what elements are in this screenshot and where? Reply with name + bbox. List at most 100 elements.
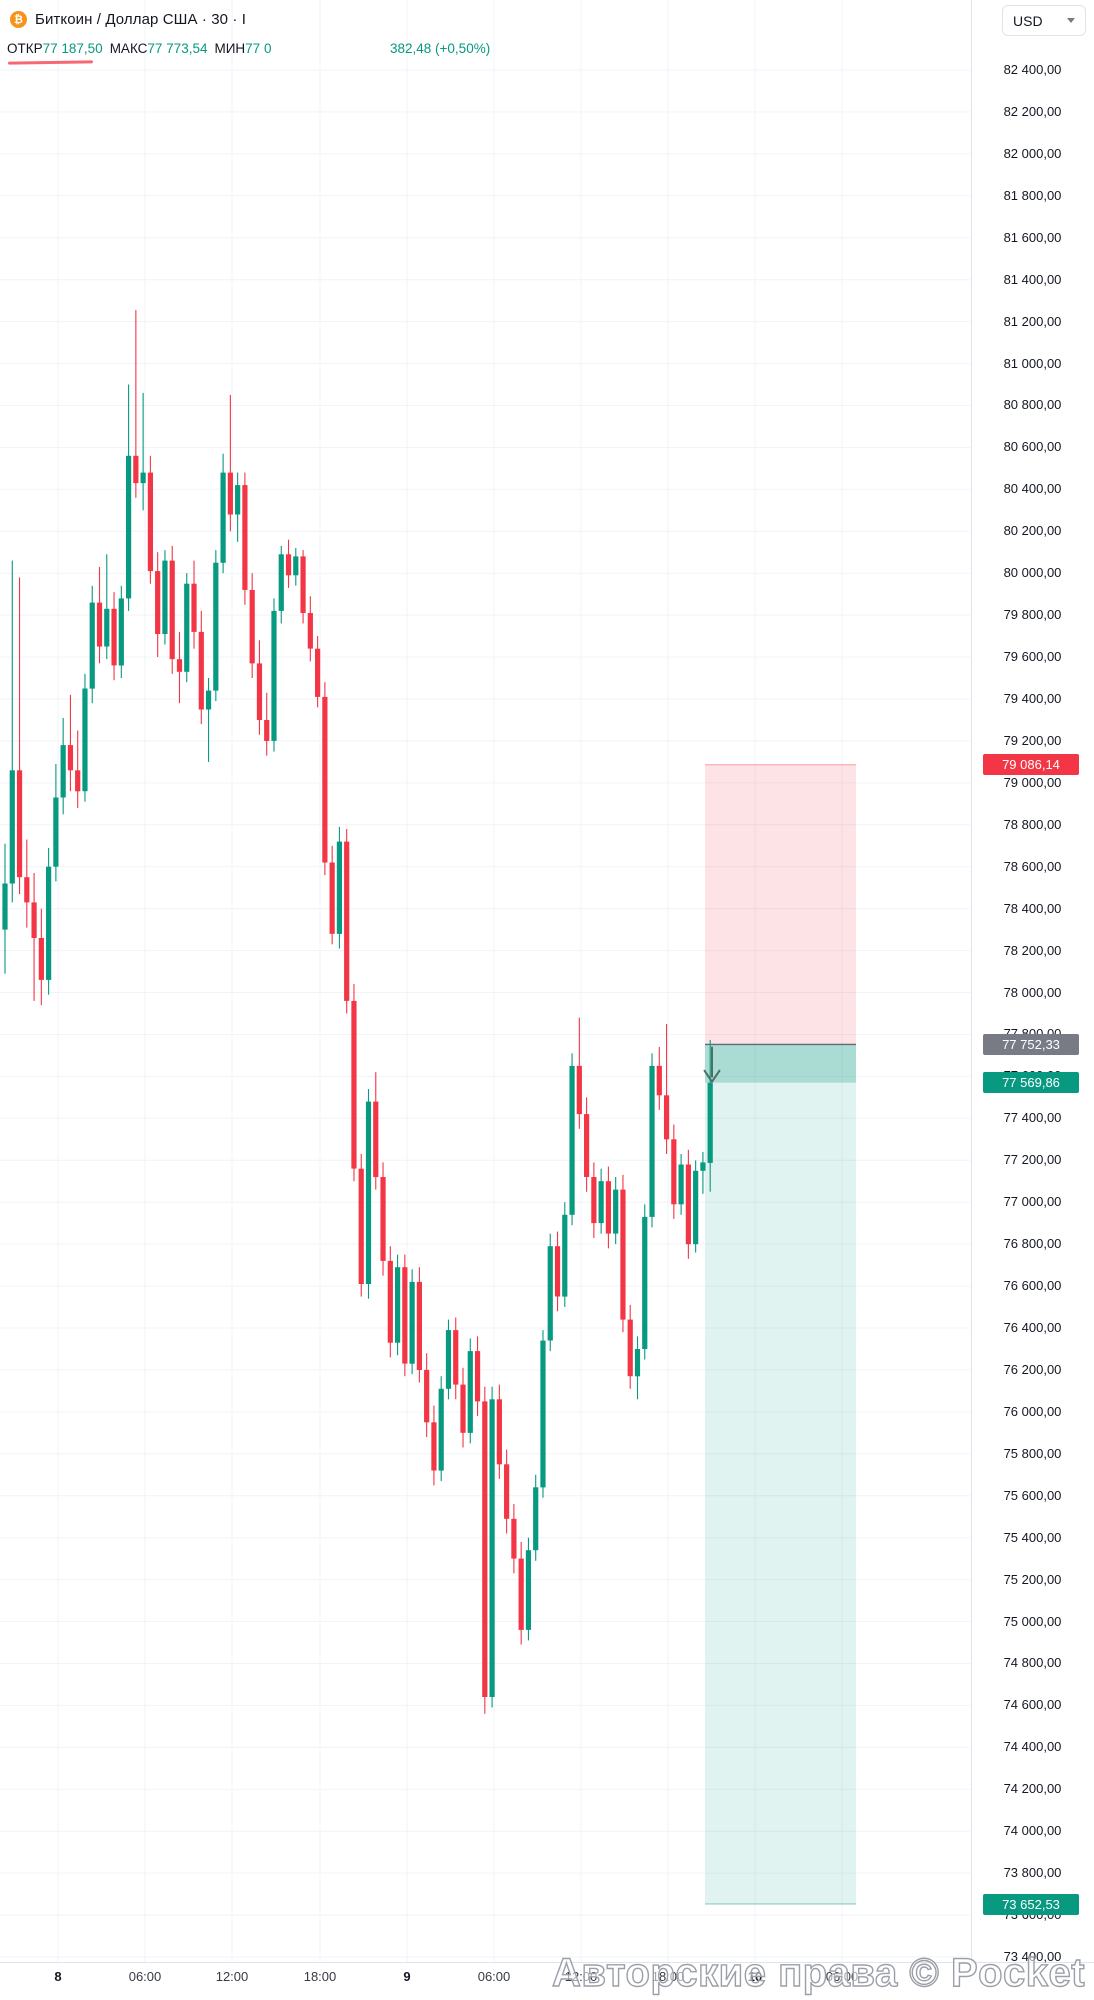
candle-body <box>504 1464 510 1519</box>
price-tick-label: 77 400,00 <box>1003 1110 1062 1126</box>
price-tick-label: 73 800,00 <box>1003 1865 1062 1881</box>
time-scale[interactable] <box>0 1962 1094 2000</box>
low-label: МИН <box>214 41 246 56</box>
candle-body <box>547 1246 553 1341</box>
candle-body <box>235 485 241 515</box>
candle-body <box>358 1168 364 1284</box>
candle-body <box>482 1401 488 1697</box>
price-tick-label: 74 000,00 <box>1003 1823 1062 1839</box>
candle-body <box>554 1246 561 1297</box>
candle-body <box>205 690 212 710</box>
price-tick-label: 77 200,00 <box>1003 1152 1062 1168</box>
candle-body <box>9 770 15 884</box>
symbol-row[interactable]: ₿ Биткоин / Доллар США · 30 · I <box>10 11 252 28</box>
price-tick-label: 79 600,00 <box>1003 649 1062 665</box>
candle-body <box>678 1164 684 1205</box>
price-tick-label: 82 400,00 <box>1003 62 1062 77</box>
price-tick-label: 79 800,00 <box>1003 607 1062 623</box>
candle-body <box>533 1487 539 1551</box>
candle-body <box>198 631 204 710</box>
candle-body <box>38 938 44 980</box>
currency-selector[interactable]: USD <box>1002 5 1086 36</box>
price-tick-label: 81 600,00 <box>1003 229 1062 245</box>
candle-body <box>220 472 226 563</box>
candle-body <box>213 562 219 691</box>
price-tick-label: 76 800,00 <box>1003 1236 1062 1252</box>
candle-wick <box>142 392 144 511</box>
candle-body <box>351 1000 357 1169</box>
time-tick-label: 10 <box>747 1969 763 1984</box>
time-tick-label: 12:00 <box>215 1969 249 1984</box>
price-tick-label: 81 000,00 <box>1003 355 1062 371</box>
candle-body <box>104 608 110 647</box>
time-tick-label: 06:00 <box>477 1969 511 1984</box>
candle-body <box>24 877 30 903</box>
candle-body <box>671 1139 677 1205</box>
candle-body <box>431 1422 437 1471</box>
high-value: 77 773,54 <box>147 41 208 56</box>
stop-loss-zone <box>705 764 856 1045</box>
candles <box>2 310 713 1714</box>
candle-body <box>118 598 124 666</box>
price-tick-label: 82 200,00 <box>1003 103 1062 119</box>
price-tick-label: 74 200,00 <box>1003 1781 1062 1797</box>
short-position-tool[interactable] <box>705 764 856 1905</box>
price-tick-label: 75 200,00 <box>1003 1571 1062 1587</box>
candle-body <box>293 556 299 576</box>
ohlc-legend: ОТКР77 187,50 МАКС77 773,54 МИН77 0 <box>7 41 313 56</box>
candle-body <box>605 1181 612 1234</box>
price-tick-label: 75 600,00 <box>1003 1487 1062 1503</box>
candle-wick <box>106 554 108 660</box>
candle-body <box>576 1065 582 1115</box>
candle-wick <box>666 1024 668 1154</box>
candle-body <box>271 610 277 741</box>
candle-wick <box>702 1151 704 1194</box>
candle-body <box>700 1162 706 1171</box>
candle-body <box>642 1216 648 1349</box>
price-tick-label: 78 600,00 <box>1003 858 1062 874</box>
candle-body <box>394 1267 401 1343</box>
candle-body <box>46 866 52 980</box>
candle-body <box>60 745 66 798</box>
price-tick-label: 81 800,00 <box>1003 187 1062 203</box>
candle-body <box>627 1319 633 1377</box>
candle-body <box>365 1101 372 1284</box>
candle-body <box>649 1065 655 1217</box>
candle-wick <box>11 560 13 903</box>
time-tick-label: 06:00 <box>825 1969 859 1984</box>
price-tick-label: 82 000,00 <box>1003 145 1062 161</box>
price-tick-label: 79 400,00 <box>1003 691 1062 706</box>
price-tick-label: 75 800,00 <box>1003 1445 1062 1461</box>
price-tick-label: 76 600,00 <box>1003 1278 1062 1294</box>
candle-body <box>453 1330 459 1385</box>
price-tick-label: 75 400,00 <box>1003 1529 1062 1545</box>
candle-body <box>438 1388 444 1471</box>
candle-body <box>344 841 350 1001</box>
open-value: 77 187,50 <box>42 41 103 56</box>
candle-body <box>329 862 335 934</box>
candle-body <box>285 554 292 576</box>
price-level-label: 73 652,53 <box>983 1893 1079 1915</box>
candle-body <box>467 1351 473 1433</box>
time-tick-label: 18:00 <box>651 1969 685 1984</box>
candle-body <box>242 485 248 590</box>
time-tick-label: 18:00 <box>303 1969 337 1984</box>
price-tick-label: 80 200,00 <box>1003 523 1062 539</box>
candle-body <box>424 1369 430 1423</box>
candle-body <box>656 1065 662 1096</box>
candle-body <box>264 720 270 741</box>
candle-body <box>300 556 306 613</box>
candle-body <box>2 883 8 930</box>
candle-body <box>416 1281 422 1370</box>
candle-body <box>67 745 74 771</box>
candle-body <box>474 1351 481 1402</box>
price-scale-border <box>971 0 972 1962</box>
candle-body <box>227 472 233 515</box>
candle-body <box>336 841 343 934</box>
candle-body <box>155 571 161 634</box>
price-level-label: 77 569,86 <box>983 1072 1079 1094</box>
candle-wick <box>18 577 21 894</box>
candle-body <box>184 583 190 672</box>
